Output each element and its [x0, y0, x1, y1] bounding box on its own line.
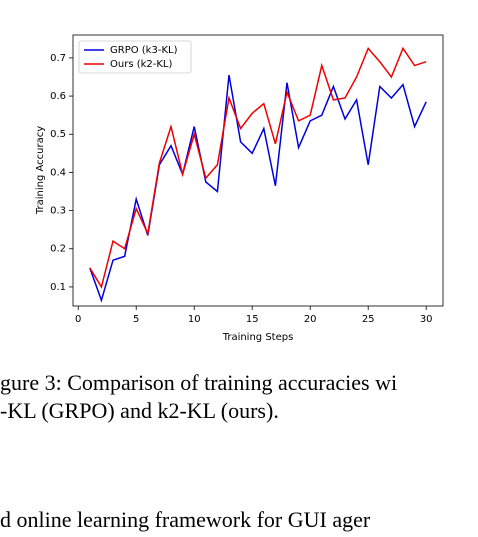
body-text: d online learning framework for GUI ager [0, 507, 371, 532]
x-tick-label: 0 [75, 314, 81, 325]
y-tick-label: 0.7 [50, 53, 66, 64]
y-tick-label: 0.1 [50, 282, 66, 293]
y-tick-label: 0.4 [50, 167, 66, 178]
y-tick-label: 0.5 [50, 129, 66, 140]
y-tick-label: 0.6 [50, 91, 66, 102]
legend-label: Ours (k2-KL) [110, 59, 173, 70]
x-tick-label: 30 [420, 314, 433, 325]
x-tick-label: 20 [304, 314, 317, 325]
x-tick-label: 5 [133, 314, 139, 325]
x-tick-label: 25 [362, 314, 375, 325]
plot-lines [89, 46, 427, 303]
x-tick-label: 10 [188, 314, 201, 325]
legend-box [78, 40, 192, 74]
y-tick-label: 0.3 [50, 206, 66, 217]
x-axis-label: Training Steps [222, 332, 294, 343]
legend-label: GRPO (k3-KL) [110, 45, 178, 56]
y-tick-label: 0.2 [50, 244, 66, 255]
caption-line: gure 3: Comparison of training accuracie… [0, 370, 397, 395]
caption-line: -KL (GRPO) and k2-KL (ours). [0, 398, 279, 423]
data-line [89, 46, 427, 289]
plot-frame [72, 34, 444, 307]
y-axis-label: Training Accuracy [35, 126, 46, 215]
x-tick-label: 15 [246, 314, 259, 325]
